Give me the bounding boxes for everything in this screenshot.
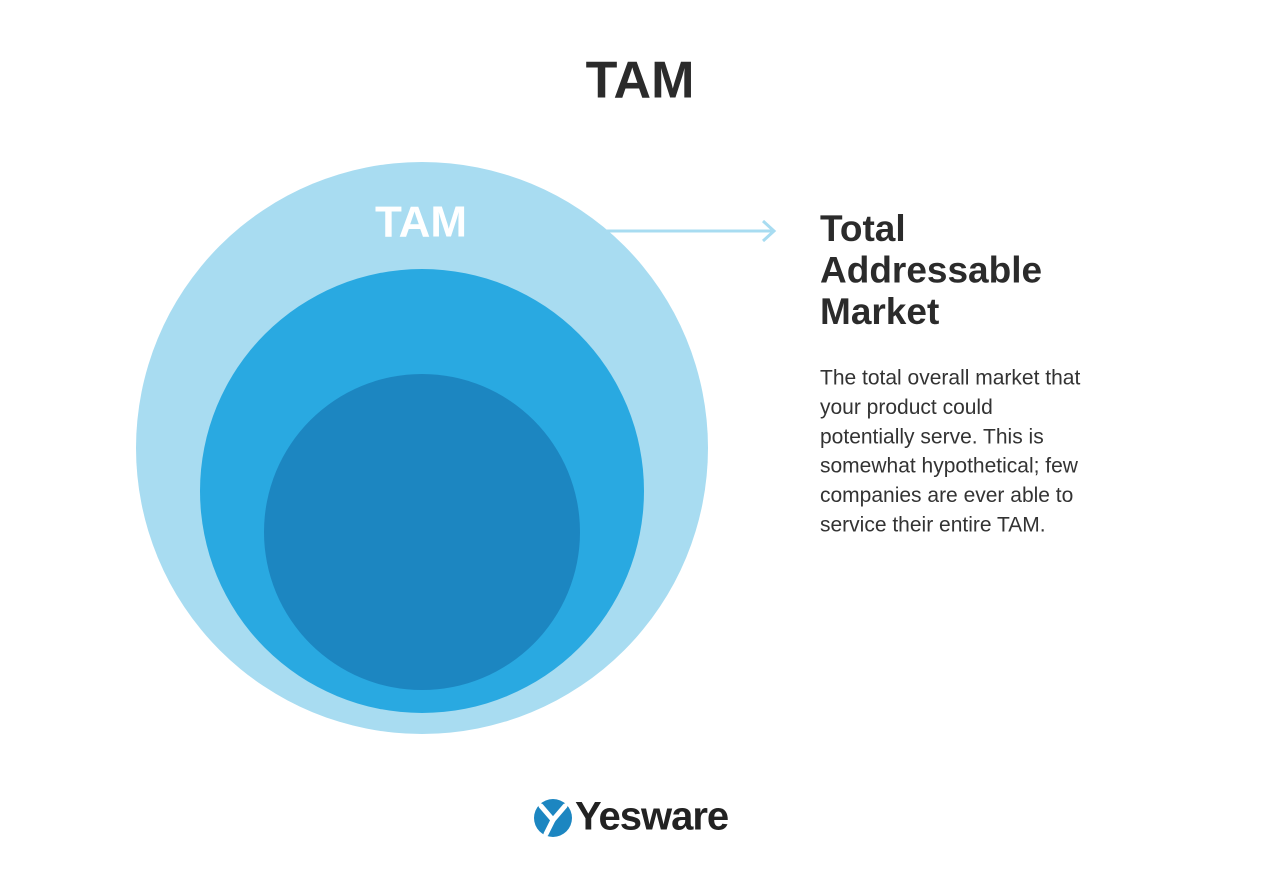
logo-text: Yesware: [575, 795, 728, 839]
definition-description: The total overall market that your produc…: [820, 367, 1080, 537]
description-line: your product could: [820, 396, 993, 419]
description-line: somewhat hypothetical; few: [820, 455, 1079, 478]
logo-icon-mark: [543, 817, 556, 837]
description-line: The total overall market that: [820, 367, 1080, 390]
title: TAM: [586, 52, 695, 110]
heading-line: Market: [820, 291, 939, 332]
description-line: potentially serve. This is: [820, 425, 1044, 448]
inner-circle: [264, 374, 580, 690]
heading-line: Addressable: [820, 249, 1042, 290]
logo: Yesware: [534, 795, 729, 839]
description-line: service their entire TAM.: [820, 514, 1046, 537]
description-line: companies are ever able to: [820, 484, 1073, 507]
circle-label: TAM: [375, 198, 467, 247]
arrow-head: [761, 219, 777, 243]
heading-line: Total: [820, 208, 906, 249]
